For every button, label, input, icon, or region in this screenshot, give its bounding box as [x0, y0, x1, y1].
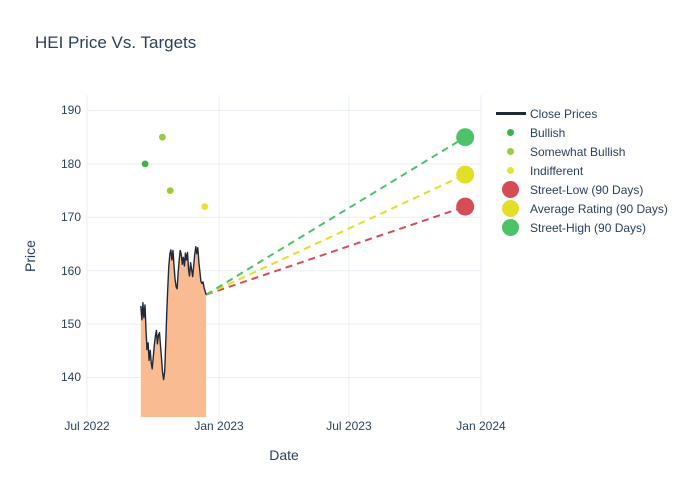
x-axis-title: Date: [269, 447, 299, 463]
indifferent-marker-icon: [492, 167, 529, 174]
legend-item-label: Street-Low (90 Days): [530, 182, 644, 197]
target-projection-line: [205, 205, 466, 296]
chart-title: HEI Price Vs. Targets: [35, 33, 197, 52]
y-tick-label: 150: [60, 317, 81, 332]
legend-item-label: Street-High (90 Days): [530, 220, 647, 235]
rating-dot[interactable]: [201, 203, 209, 211]
legend-item-indifferent[interactable]: Indifferent: [492, 161, 668, 180]
close-prices-area: [140, 246, 207, 417]
x-tick-label: Jan 2023: [194, 419, 244, 433]
legend: Close Prices Bullish Somewhat Bullish Indif…: [492, 104, 668, 237]
target-marker[interactable]: [456, 197, 475, 216]
legend-item-label: Indifferent: [530, 163, 584, 178]
y-tick-label: 160: [60, 263, 81, 278]
target-marker[interactable]: [456, 165, 475, 184]
rating-dot[interactable]: [159, 133, 166, 141]
legend-item-close-prices[interactable]: Close Prices: [492, 104, 668, 123]
average-rating-90-days-marker-icon: [492, 200, 529, 217]
x-tick-label: Jul 2022: [64, 419, 110, 433]
y-tick-label: 190: [60, 103, 81, 118]
legend-item-label: Somewhat Bullish: [530, 144, 626, 159]
legend-item-street-high-90-days[interactable]: Street-High (90 Days): [492, 218, 668, 237]
y-axis-title: Price: [22, 240, 38, 272]
rating-dot[interactable]: [166, 187, 174, 195]
legend-item-label: Average Rating (90 Days): [530, 201, 668, 216]
street-high-90-days-marker-icon: [492, 219, 529, 236]
target-projection-line: [205, 173, 466, 296]
rating-dot[interactable]: [141, 160, 149, 168]
close-prices-marker-icon: [492, 112, 529, 115]
legend-item-label: Close Prices: [530, 106, 598, 121]
y-tick-label: 180: [60, 156, 81, 171]
x-tick-label: Jan 2024: [456, 419, 506, 433]
close-prices-line: [140, 246, 207, 381]
legend-item-somewhat-bullish[interactable]: Somewhat Bullish: [492, 142, 668, 161]
legend-item-label: Bullish: [530, 125, 566, 140]
legend-item-street-low-90-days[interactable]: Street-Low (90 Days): [492, 180, 668, 199]
x-tick-label: Jul 2023: [326, 419, 372, 433]
target-projection-line: [205, 136, 466, 296]
somewhat-bullish-marker-icon: [492, 148, 529, 155]
target-marker[interactable]: [456, 128, 475, 147]
street-low-90-days-marker-icon: [492, 181, 529, 198]
y-tick-label: 170: [60, 210, 81, 225]
legend-item-bullish[interactable]: Bullish: [492, 123, 668, 142]
legend-item-average-rating-90-days[interactable]: Average Rating (90 Days): [492, 199, 668, 218]
bullish-marker-icon: [492, 129, 529, 136]
y-tick-label: 140: [60, 370, 81, 385]
